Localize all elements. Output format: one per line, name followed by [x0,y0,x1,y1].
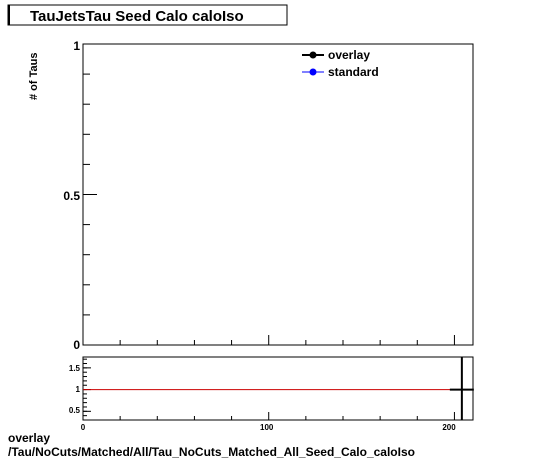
legend-overlay-marker [309,51,317,59]
main-plot-frame [82,43,474,346]
y-axis-title: # of Taus [28,53,40,100]
ratio-y-tick-label-0: 0.5 [69,406,81,415]
footer-line-2: /Tau/NoCuts/Matched/All/Tau_NoCuts_Match… [8,445,415,459]
ratio-y-tick-label-1: 1 [76,385,81,394]
ratio-x-tick-label-2: 200 [442,423,456,432]
title-box-edge [8,5,10,25]
legend: overlay standard [302,48,379,79]
main-y-tick-label-0: 0 [73,338,80,352]
main-y-tick-label-1: 0.5 [63,189,80,203]
ratio-x-tick-label-0: 0 [81,423,86,432]
main-axis-ticks [82,43,455,346]
legend-overlay-label: overlay [328,48,370,62]
ratio-y-tick-label-2: 1.5 [69,364,81,373]
legend-standard-marker [309,68,317,76]
footer-line-1: overlay [8,431,50,445]
main-y-tick-label-2: 1 [73,39,80,53]
chart-title: TauJetsTau Seed Calo caloIso [30,8,244,25]
legend-standard-label: standard [328,65,379,79]
ratio-points [449,357,474,420]
ratio-plot-frame [82,356,474,421]
ratio-x-tick-label-1: 100 [260,423,274,432]
